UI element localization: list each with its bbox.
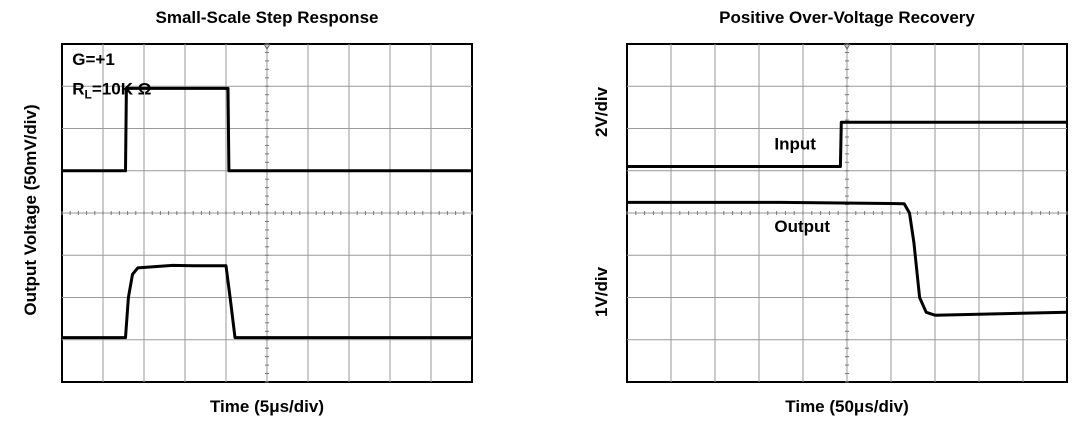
y-axis-label-bottom-right: 1V/div (592, 266, 611, 318)
annotation-right-1: Input (774, 135, 816, 154)
annotation-right-2: Output (774, 217, 830, 236)
annotation-left-1: G=+1 (72, 50, 115, 69)
x-axis-label-right: Time (50μs/div) (785, 397, 909, 416)
x-axis-label-left: Time (5μs/div) (209, 397, 324, 416)
chart-title-right: Positive Over-Voltage Recovery (719, 8, 975, 27)
trigger-marker (263, 43, 271, 50)
annotation-left-2: RL=10K Ω (72, 80, 151, 102)
chart-title-left: Small-Scale Step Response (155, 8, 379, 27)
trigger-marker (843, 43, 851, 50)
y-axis-label-top-right: 2V/div (592, 86, 611, 138)
trace-left-2 (62, 263, 472, 340)
trace-right-1 (627, 120, 1067, 168)
trace-right-2 (627, 200, 1068, 317)
trace-left-1 (62, 86, 472, 173)
